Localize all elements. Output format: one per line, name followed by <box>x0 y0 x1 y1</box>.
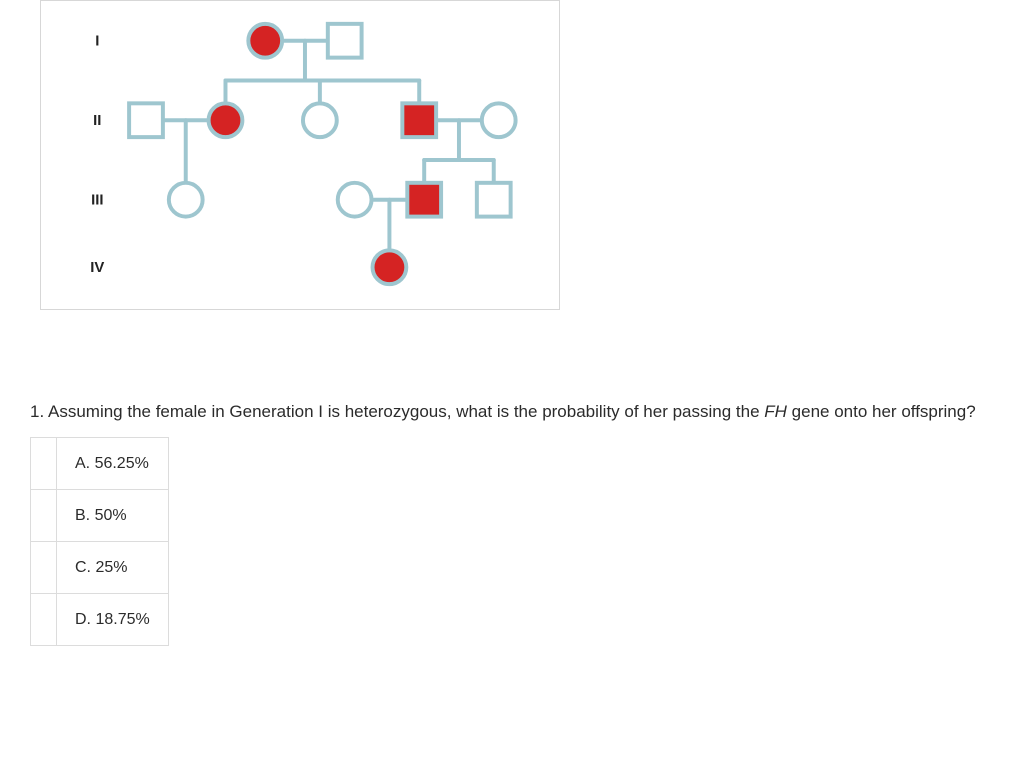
page-container: IIIIIIIV 1. Assuming the female in Gener… <box>0 0 1016 666</box>
answer-row[interactable]: C. 25% <box>31 542 169 594</box>
svg-text:II: II <box>93 113 101 129</box>
answer-selector-cell[interactable] <box>31 594 57 646</box>
question-gene-italic: FH <box>764 402 787 421</box>
answer-selector-cell[interactable] <box>31 489 57 541</box>
answer-label: C. 25% <box>57 542 169 594</box>
answer-selector-cell[interactable] <box>31 437 57 489</box>
question-number: 1. <box>30 402 44 421</box>
answer-table: A. 56.25% B. 50% C. 25% D. 18.75% <box>30 437 169 647</box>
question-block: 1. Assuming the female in Generation I i… <box>30 400 996 646</box>
answer-row[interactable]: D. 18.75% <box>31 594 169 646</box>
answer-label: D. 18.75% <box>57 594 169 646</box>
answer-label: B. 50% <box>57 489 169 541</box>
pedigree-diagram: IIIIIIIV <box>41 1 559 309</box>
svg-text:I: I <box>95 34 99 50</box>
svg-text:III: III <box>91 193 103 209</box>
answer-row[interactable]: A. 56.25% <box>31 437 169 489</box>
question-suffix: gene onto her offspring? <box>787 402 976 421</box>
question-text: 1. Assuming the female in Generation I i… <box>30 400 996 425</box>
svg-text:IV: IV <box>90 260 104 276</box>
answer-label: A. 56.25% <box>57 437 169 489</box>
question-prefix: Assuming the female in Generation I is h… <box>48 402 764 421</box>
answer-row[interactable]: B. 50% <box>31 489 169 541</box>
answer-selector-cell[interactable] <box>31 542 57 594</box>
pedigree-chart-box: IIIIIIIV <box>40 0 560 310</box>
